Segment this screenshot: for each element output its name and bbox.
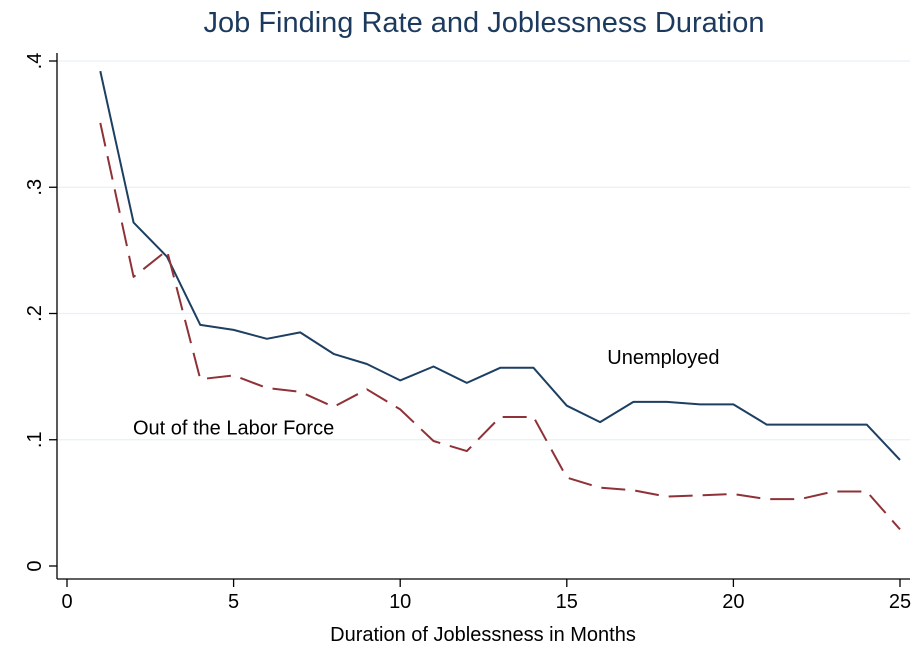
x-tick-label: 0 bbox=[61, 591, 72, 613]
series-line-unemployed bbox=[99, 70, 901, 461]
x-axis-title: Duration of Joblessness in Months bbox=[330, 624, 636, 646]
gridlines bbox=[57, 60, 910, 441]
annotations: Unemployed Out of the Labor Force bbox=[133, 347, 720, 440]
ticks: 0 .1 .2 .3 .4 0 5 10 15 20 25 bbox=[24, 53, 911, 613]
series-line-out-of-the-labor-force bbox=[99, 122, 901, 531]
series bbox=[99, 70, 901, 531]
x-tick-label: 20 bbox=[722, 591, 744, 613]
axes bbox=[56, 53, 910, 580]
y-tick-label: 0 bbox=[24, 560, 46, 571]
series-label-out-of-the-labor-force: Out of the Labor Force bbox=[133, 418, 334, 440]
chart-title: Job Finding Rate and Joblessness Duratio… bbox=[204, 7, 765, 39]
x-tick-label: 15 bbox=[556, 591, 578, 613]
y-tick-label: .3 bbox=[24, 179, 46, 196]
series-label-unemployed: Unemployed bbox=[607, 347, 719, 369]
x-tick-label: 25 bbox=[889, 591, 911, 613]
x-tick-label: 10 bbox=[389, 591, 411, 613]
x-tick-label: 5 bbox=[228, 591, 239, 613]
y-tick-label: .4 bbox=[24, 53, 46, 70]
y-tick-label: .2 bbox=[24, 305, 46, 322]
y-tick-label: .1 bbox=[24, 431, 46, 448]
